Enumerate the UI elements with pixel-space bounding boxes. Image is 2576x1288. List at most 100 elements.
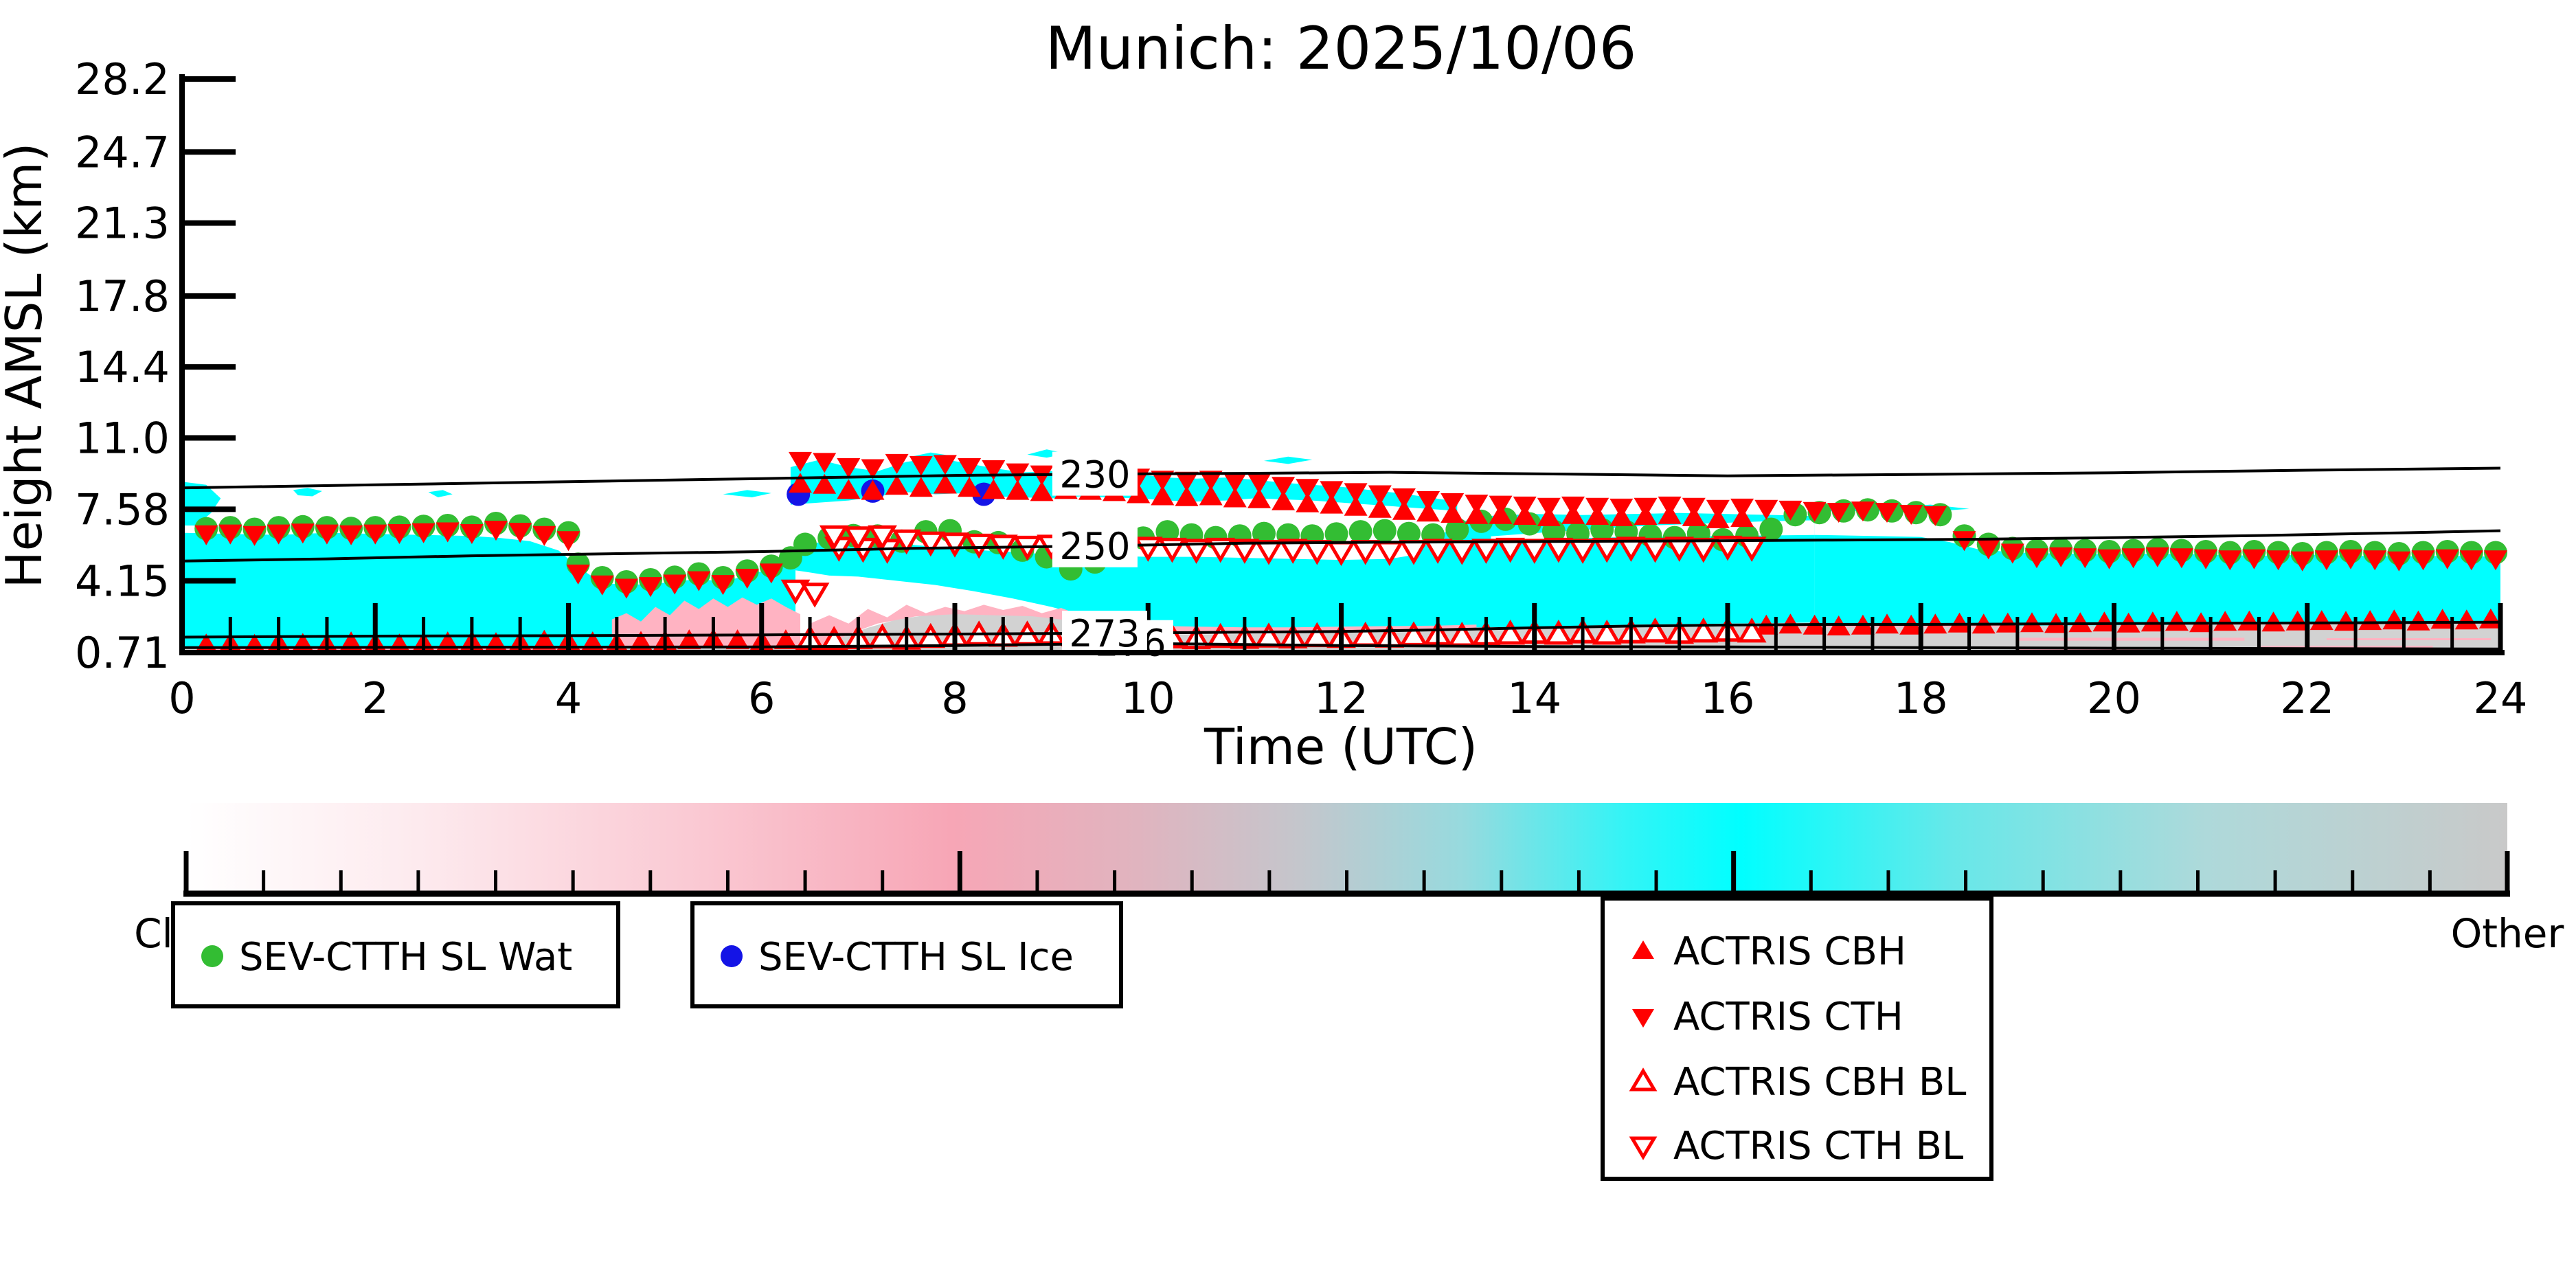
- actris-cbh-point: [2309, 610, 2334, 631]
- actris-cth-point: [2049, 547, 2073, 567]
- actris-cth-point: [1320, 481, 1344, 501]
- actris-cth-point: [1952, 531, 1976, 552]
- legend-label-actris-0: ACTRIS CBH: [1673, 929, 1906, 974]
- actris-cbh-point: [2454, 609, 2478, 630]
- actris-cth-point: [2363, 550, 2387, 571]
- actris-cbh-point: [2285, 610, 2309, 631]
- actris-cbh-point: [2165, 611, 2189, 631]
- actris-cbh-point: [1006, 479, 1030, 500]
- actris-cth-bl-point: [1495, 537, 1525, 563]
- x-tick-label-0: 0: [168, 673, 195, 723]
- actris-cbh-bl-point: [1544, 620, 1574, 645]
- actris-cth-point: [1923, 506, 1947, 526]
- actris-cth-point: [1754, 499, 1778, 520]
- water-strip-2: [2017, 637, 2245, 641]
- ice-cirrus-speck-3: [1264, 456, 1313, 464]
- actris-cth-point: [2073, 548, 2097, 569]
- actris-cbh-point: [1127, 483, 1151, 504]
- x-tick-label-18: 18: [1894, 673, 1948, 723]
- actris-cth-point: [436, 522, 460, 543]
- legend-label-actris-1: ACTRIS CTH: [1673, 995, 1903, 1039]
- actris-cbh-point: [958, 477, 982, 497]
- actris-cth-point: [508, 523, 532, 543]
- actris-cbh-point: [1368, 497, 1392, 518]
- actris-cth-bl-point: [1544, 537, 1574, 563]
- actris-cbh-point: [2406, 610, 2430, 631]
- actris-cth-point: [556, 531, 580, 552]
- actris-cth-point: [1489, 495, 1513, 516]
- sev-ctth-sl-wat-point: [1324, 522, 1348, 546]
- legend-marker-actris-0: [1632, 940, 1654, 959]
- ice-speck-2: [428, 490, 453, 497]
- actris-cth-point: [639, 577, 662, 598]
- actris-cbh-point: [2020, 612, 2044, 633]
- legend-label-actris-2: ACTRIS CBH BL: [1673, 1060, 1966, 1105]
- isotherm-230-label: 230: [1059, 453, 1130, 497]
- actris-cth-point: [1706, 499, 1730, 520]
- actris-cth-point: [813, 453, 837, 473]
- actris-cth-point: [1561, 496, 1585, 517]
- x-tick-label-20: 20: [2087, 673, 2141, 723]
- actris-cbh-point: [2382, 609, 2406, 630]
- actris-cth-bl-point: [1592, 537, 1622, 563]
- actris-cth-bl-point: [1133, 536, 1163, 562]
- sev-ctth-sl-wat-point: [1348, 520, 1372, 544]
- actris-cth-point: [837, 458, 861, 478]
- actris-cth-point: [1465, 495, 1489, 515]
- ice-main-early: [182, 532, 795, 649]
- actris-cth-point: [1368, 485, 1392, 506]
- actris-cth-point: [1272, 477, 1296, 497]
- actris-cth-point: [2411, 550, 2435, 571]
- isotherm-230-label-box: [1052, 451, 1138, 496]
- actris-cth-point: [1827, 503, 1851, 523]
- legend-box-sev-wat: [171, 901, 620, 1008]
- actris-cth-point: [484, 521, 508, 541]
- legend-marker-actris-2: [1629, 1067, 1658, 1092]
- actris-cbh-point: [2213, 611, 2237, 631]
- actris-cbh-bl-point: [819, 626, 849, 651]
- legend-label-actris-3: ACTRIS CTH BL: [1673, 1124, 1963, 1168]
- axis-ticks: [179, 76, 2503, 655]
- actris-cth-bl-point: [1713, 535, 1743, 561]
- legend-boxes: SEV-CTTH SL Wat SEV-CTTH SL Ice ACTRIS CBH…: [171, 896, 1993, 1181]
- actris-cth-point: [1175, 471, 1199, 492]
- legend-box-actris: [1601, 896, 1993, 1181]
- actris-cth-point: [1513, 496, 1537, 517]
- actris-cbh-point: [1996, 612, 2020, 633]
- legend-marker-actris-3: [1629, 1136, 1658, 1160]
- actris-cth-point: [339, 525, 363, 545]
- actris-cth-point: [532, 526, 556, 546]
- actris-cth-point: [590, 575, 614, 596]
- actris-cth-point: [2121, 548, 2145, 569]
- actris-cth-point: [1609, 498, 1634, 519]
- actris-cth-point: [194, 525, 218, 545]
- actris-cth-point: [2484, 550, 2507, 571]
- actris-cbh-point: [773, 629, 798, 650]
- water-strip-5: [2326, 638, 2491, 640]
- actris-cth-point: [711, 575, 735, 596]
- actris-cth-point: [1223, 473, 1247, 493]
- actris-cth-point: [1440, 493, 1465, 513]
- actris-cth-point: [1151, 471, 1175, 491]
- actris-cbh-point: [2068, 612, 2092, 633]
- isotherm-250-label: 250: [1059, 525, 1130, 568]
- actris-cth-bl-point: [1278, 539, 1308, 564]
- actris-cbh-bl-point: [1737, 617, 1767, 643]
- actris-cbh-point: [1030, 481, 1054, 501]
- marker-series: [194, 451, 2507, 654]
- actris-cth-point: [1875, 503, 1899, 523]
- actris-cth-point: [2435, 549, 2459, 569]
- actris-cth-bl-point: [1157, 537, 1187, 563]
- actris-cth-point: [2387, 551, 2411, 572]
- actris-cth-point: [2169, 548, 2193, 569]
- actris-cth-point: [1899, 505, 1923, 525]
- actris-cth-point: [2290, 551, 2314, 572]
- legend-marker-sev-ice: [721, 945, 743, 967]
- actris-cbh-point: [1344, 495, 1368, 516]
- actris-cbh-point: [725, 629, 749, 650]
- actris-cbh-bl-point: [1495, 620, 1525, 645]
- actris-cth-point: [267, 524, 291, 545]
- actris-cth-bl-point: [916, 531, 946, 557]
- actris-cbh-point: [1947, 612, 1971, 633]
- actris-cth-bl-point: [780, 579, 811, 605]
